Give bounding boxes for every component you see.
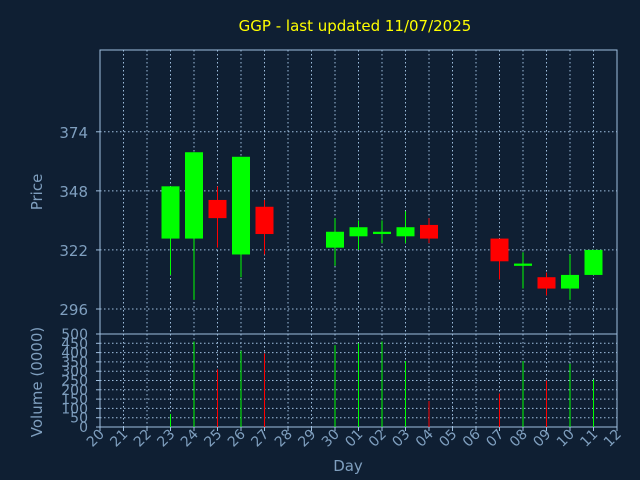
candle-body — [561, 274, 579, 289]
x-axis-ticks: 20 21 22 23 24 25 26 27 28 29 30 01 02 03 04 05 06 07 08 09… — [84, 426, 625, 450]
volume-tick-label: 50 — [70, 411, 88, 427]
price-tick-label: 322 — [59, 242, 88, 260]
x-tick-label: 05 — [436, 427, 460, 451]
candle-body — [514, 263, 532, 266]
price-y-ticks: 296 322 348 374 — [59, 124, 100, 319]
x-tick-label: 29 — [295, 427, 319, 451]
candle-body — [161, 186, 180, 239]
x-tick-label: 06 — [460, 426, 484, 450]
x-tick-label: 03 — [389, 427, 413, 451]
volume-tick-label: 450 — [61, 336, 88, 352]
volume-tick-label: 0 — [79, 420, 88, 436]
x-tick-label: 07 — [483, 427, 507, 451]
x-tick-label: 08 — [507, 427, 531, 451]
x-tick-label: 09 — [530, 427, 554, 451]
candle-body — [208, 199, 227, 219]
x-tick-label: 11 — [577, 427, 601, 451]
x-tick-label: 12 — [601, 427, 625, 451]
x-axis-label: Day — [333, 457, 363, 475]
candle-body — [490, 238, 509, 262]
candle-body — [396, 227, 415, 237]
x-tick-label: 24 — [178, 426, 202, 450]
volume-y-label: Volume (0000) — [28, 327, 46, 437]
x-tick-label: 10 — [554, 427, 578, 451]
price-panel: 296 322 348 374 Price — [28, 49, 618, 335]
volume-tick-label: 250 — [61, 374, 88, 390]
chart-title: GGP - last updated 11/07/2025 — [239, 17, 472, 35]
candle-body — [373, 231, 391, 235]
price-tick-label: 374 — [59, 124, 88, 142]
candle-body — [537, 277, 556, 289]
x-tick-label: 25 — [201, 427, 225, 451]
candle-body — [232, 156, 250, 255]
volume-bars — [170, 341, 594, 427]
candle-body — [185, 152, 203, 239]
x-tick-label: 22 — [131, 427, 155, 451]
x-tick-label: 30 — [319, 427, 343, 451]
candle-body — [326, 231, 344, 248]
candle-body — [420, 224, 438, 239]
volume-tick-label: 350 — [61, 355, 88, 371]
candle-body — [255, 206, 274, 235]
x-tick-label: 01 — [342, 427, 366, 451]
x-tick-label: 21 — [107, 427, 131, 451]
candle-body — [584, 249, 603, 275]
x-tick-label: 23 — [154, 427, 178, 451]
volume-tick-label: 100 — [61, 401, 88, 417]
volume-tick-label: 500 — [61, 327, 88, 343]
x-tick-label: 26 — [225, 426, 249, 450]
candle-body — [349, 227, 368, 237]
x-tick-label: 27 — [248, 427, 272, 451]
price-tick-label: 348 — [59, 183, 88, 201]
volume-tick-label: 200 — [61, 383, 88, 399]
x-tick-label: 04 — [413, 426, 437, 450]
volume-tick-label: 400 — [61, 346, 88, 362]
x-tick-label: 02 — [366, 427, 390, 451]
price-tick-label: 296 — [59, 301, 88, 319]
price-y-label: Price — [28, 174, 46, 211]
volume-tick-label: 150 — [61, 392, 88, 408]
candles — [161, 152, 603, 300]
x-tick-label: 28 — [272, 427, 296, 451]
volume-tick-label: 300 — [61, 364, 88, 380]
